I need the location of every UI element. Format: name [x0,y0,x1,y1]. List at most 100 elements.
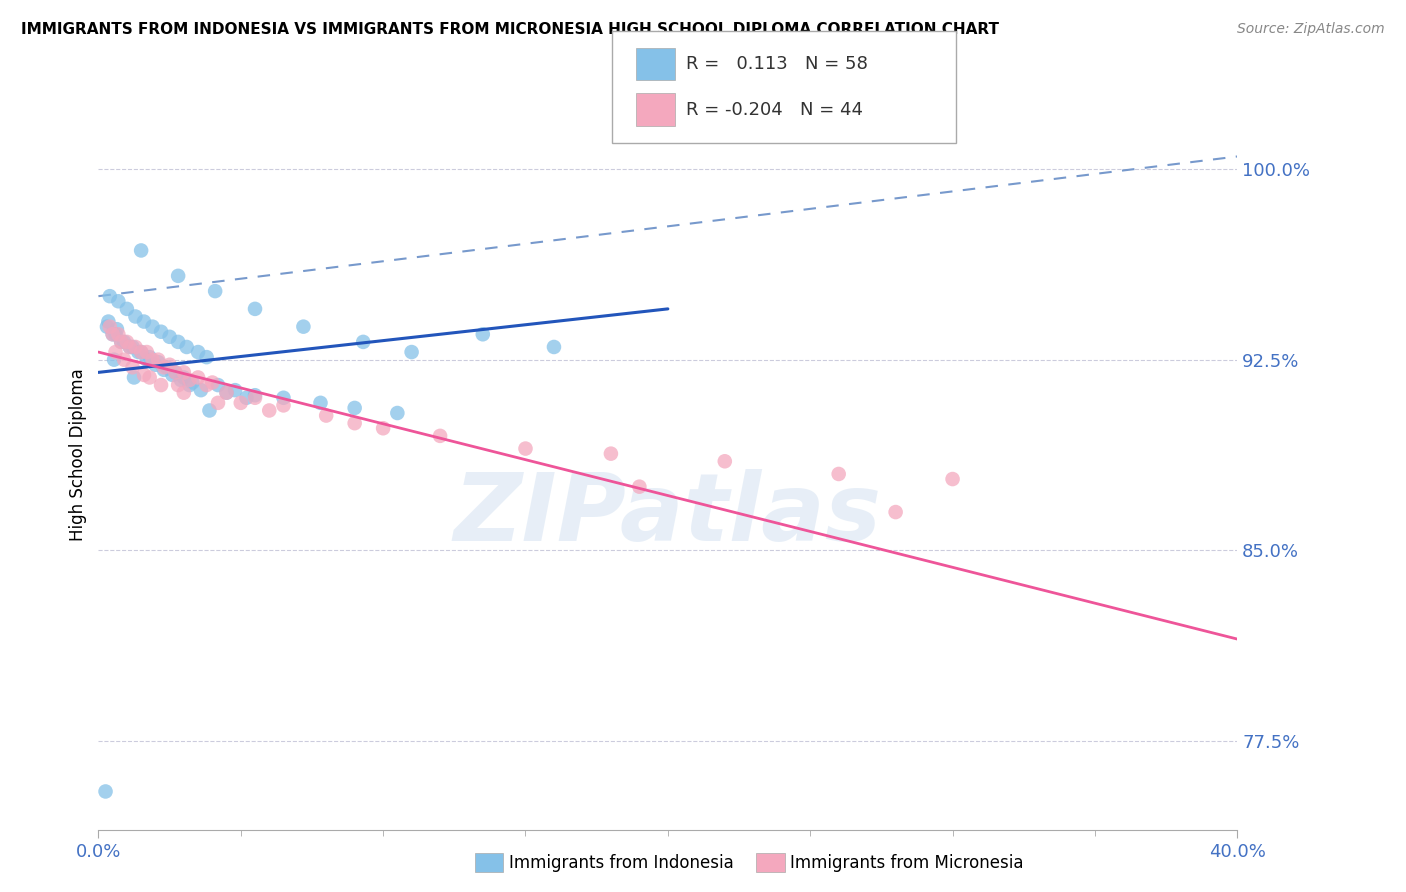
Point [148,352,170,367]
Point [515,442,537,456]
Point [600,447,623,461]
Point [179,378,201,392]
Point [179,373,201,387]
Point [138,370,160,384]
Point [101,327,124,342]
Point [429,429,451,443]
Point [124,310,146,324]
Point [173,370,195,384]
Point [165,365,187,379]
Point [118,340,141,354]
Point [121,340,143,354]
Point [121,360,143,375]
Y-axis label: High School Diploma: High School Diploma [69,368,87,541]
Point [129,345,152,359]
Point [167,334,190,349]
Point [181,376,204,390]
Point [315,409,337,423]
Point [127,345,149,359]
Point [104,345,127,359]
Point [828,467,851,481]
Point [628,480,651,494]
Point [132,315,155,329]
Point [343,416,366,430]
Point [129,345,152,359]
Point [118,340,141,354]
Point [101,327,124,342]
Point [167,268,190,283]
Point [153,363,176,377]
Point [198,403,221,417]
Point [104,327,127,342]
Point [207,378,229,392]
Point [135,345,157,359]
Point [105,322,128,336]
Point [371,421,394,435]
Point [471,327,494,342]
Point [159,330,181,344]
Point [224,383,246,397]
Point [243,301,266,316]
Point [98,289,121,303]
Point [110,334,132,349]
Point [107,294,129,309]
Point [714,454,737,468]
Point [115,301,138,316]
Point [343,401,366,415]
Point [543,340,565,354]
Text: Immigrants from Micronesia: Immigrants from Micronesia [790,854,1024,871]
Text: ZIPatlas: ZIPatlas [454,469,882,561]
Point [170,373,193,387]
Point [167,378,190,392]
Point [150,325,173,339]
Point [103,352,125,367]
Point [309,396,332,410]
Point [135,352,157,367]
Point [173,385,195,400]
Point [942,472,965,486]
Point [204,284,226,298]
Point [292,319,315,334]
Point [243,388,266,402]
Point [122,370,145,384]
Point [112,352,135,367]
Text: R =   0.113   N = 58: R = 0.113 N = 58 [686,55,868,73]
Text: Immigrants from Indonesia: Immigrants from Indonesia [509,854,734,871]
Point [215,385,238,400]
Text: IMMIGRANTS FROM INDONESIA VS IMMIGRANTS FROM MICRONESIA HIGH SCHOOL DIPLOMA CORR: IMMIGRANTS FROM INDONESIA VS IMMIGRANTS … [21,22,1000,37]
Point [141,352,163,367]
Point [145,358,167,372]
Point [98,319,121,334]
Point [156,360,179,375]
Point [153,360,176,375]
Text: R = -0.204   N = 44: R = -0.204 N = 44 [686,101,863,119]
Point [352,334,374,349]
Point [884,505,907,519]
Point [187,370,209,384]
Point [273,391,295,405]
Point [387,406,409,420]
Point [273,398,295,412]
Point [401,345,423,359]
Point [138,350,160,364]
Point [243,391,266,405]
Point [201,376,224,390]
Point [195,350,218,364]
Point [207,396,229,410]
Point [229,396,252,410]
Point [159,358,181,372]
Point [162,368,184,382]
Point [215,385,238,400]
Point [150,378,173,392]
Point [187,345,209,359]
Point [176,340,198,354]
Point [124,340,146,354]
Point [195,378,218,392]
Point [148,355,170,369]
Point [190,383,212,397]
Point [112,334,135,349]
Point [96,319,118,334]
Point [259,403,281,417]
Point [132,368,155,382]
Point [141,319,163,334]
